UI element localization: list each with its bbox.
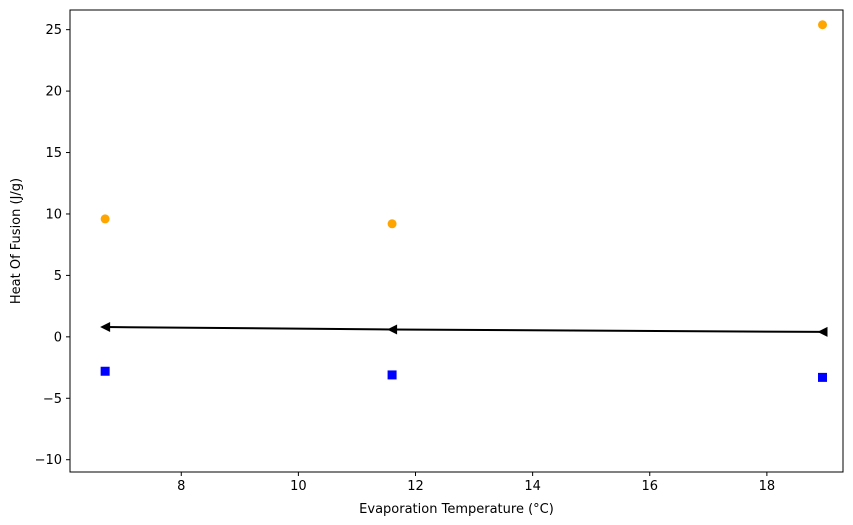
- data-point-circle: [387, 219, 397, 229]
- y-axis: −10 −5 0 5 10 15 20 25: [35, 23, 70, 468]
- data-point-triangle: [100, 322, 111, 333]
- y-tick-label: −5: [43, 392, 62, 407]
- x-tick-label: 12: [407, 479, 424, 494]
- y-tick-label: 15: [45, 146, 62, 161]
- y-axis-label: Heat Of Fusion (J/g): [9, 178, 24, 304]
- x-tick-label: 8: [177, 479, 185, 494]
- y-tick-label: −10: [35, 453, 62, 468]
- y-tick-label: 25: [45, 23, 62, 38]
- x-tick-label: 16: [641, 479, 658, 494]
- data-point-triangle: [817, 326, 828, 337]
- chart-marks: [100, 20, 828, 382]
- data-point-square: [100, 366, 110, 376]
- series-line: [105, 326, 823, 333]
- x-axis-label: Evaporation Temperature (°C): [359, 502, 554, 517]
- data-point-square: [387, 370, 397, 380]
- axes-frame: [69, 9, 844, 473]
- x-axis: 8 10 12 14 16 18: [177, 472, 775, 494]
- y-tick-label: 0: [54, 330, 62, 345]
- data-point-square: [818, 372, 828, 382]
- x-tick-label: 18: [759, 479, 776, 494]
- data-point-triangle: [387, 324, 398, 335]
- y-tick-label: 10: [45, 207, 62, 222]
- y-tick-label: 5: [54, 269, 62, 284]
- data-point-circle: [818, 20, 828, 30]
- y-tick-label: 20: [45, 85, 62, 100]
- data-point-circle: [100, 214, 110, 224]
- x-tick-label: 14: [524, 479, 541, 494]
- x-tick-label: 10: [290, 479, 307, 494]
